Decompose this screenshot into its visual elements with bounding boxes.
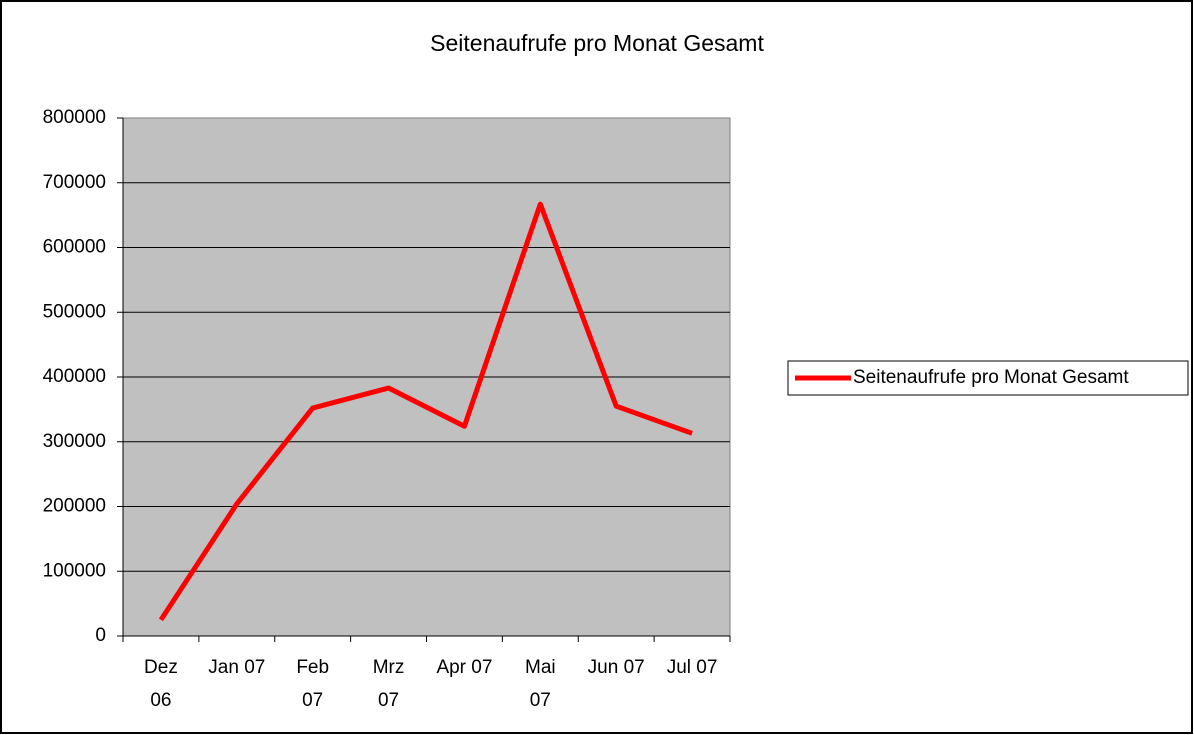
y-tick-label: 0 xyxy=(95,625,106,646)
x-tick-label: Mai 07 xyxy=(525,657,556,711)
x-tick-label: Jan 07 xyxy=(208,657,265,678)
legend-box xyxy=(787,360,1189,396)
x-tick-label: Jul 07 xyxy=(667,657,718,678)
y-tick-label: 200000 xyxy=(43,496,106,517)
y-tick-label: 600000 xyxy=(43,237,106,258)
chart-title: Seitenaufrufe pro Monat Gesamt xyxy=(430,30,764,56)
x-tick-label: Apr 07 xyxy=(436,657,492,678)
x-tick-label: Feb 07 xyxy=(296,657,329,711)
y-tick-label: 800000 xyxy=(43,107,106,128)
y-tick-label: 400000 xyxy=(43,366,106,387)
y-tick-label: 700000 xyxy=(43,172,106,193)
y-tick-label: 500000 xyxy=(43,301,106,322)
x-tick-label: Jun 07 xyxy=(588,657,645,678)
x-tick-label: Dez 06 xyxy=(144,657,178,711)
y-tick-label: 100000 xyxy=(43,560,106,581)
legend-label: Seitenaufrufe pro Monat Gesamt xyxy=(853,367,1129,388)
x-tick-label: Mrz 07 xyxy=(373,657,405,711)
y-tick-label: 300000 xyxy=(43,431,106,452)
line-series xyxy=(158,201,693,622)
